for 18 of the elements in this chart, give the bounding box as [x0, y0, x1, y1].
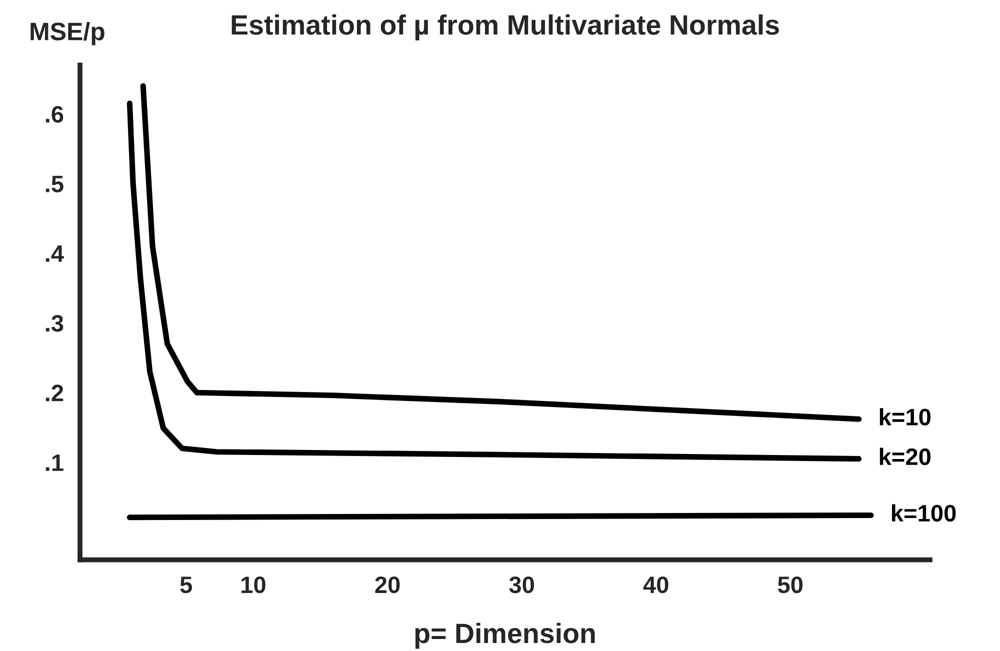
x-axis-title: p= Dimension	[415, 622, 595, 649]
y-tick-label: .4	[46, 246, 64, 262]
y-axis-title: MSE/p	[30, 22, 104, 46]
series-label: k=100	[892, 504, 956, 522]
y-tick-label: .5	[46, 176, 64, 192]
y-tick-label: .1	[46, 454, 64, 471]
y-tick-label: .3	[46, 315, 64, 332]
y-tick-label: .2	[46, 384, 64, 402]
x-tick-label: 10	[242, 576, 266, 594]
series-label: k=10	[880, 408, 930, 426]
y-tick-label: .6	[46, 106, 64, 123]
series-label: k=20	[880, 448, 930, 466]
x-tick-label: 40	[643, 576, 668, 594]
x-tick-label: 5	[180, 576, 192, 594]
x-tick-label: 30	[509, 576, 534, 594]
x-tick-label: 50	[778, 576, 803, 594]
chart-title: Estimation of µ from Multivariate Normals	[232, 14, 779, 40]
x-tick-label: 20	[375, 576, 400, 594]
